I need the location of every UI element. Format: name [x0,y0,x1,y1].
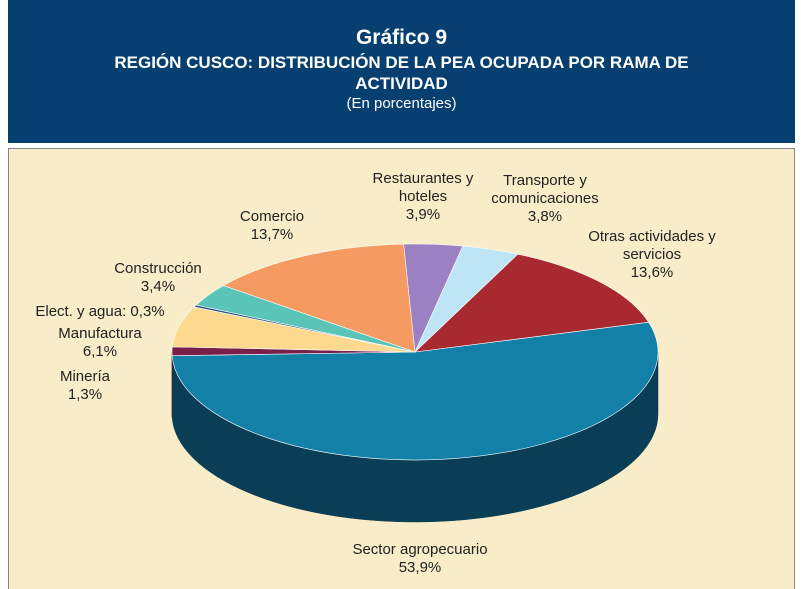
slice [414,253,650,353]
category-label: Manufactura [58,325,142,342]
slice-label: Sector agropecuario 53,9% [295,541,545,577]
category-label: Comercio [239,208,305,225]
category-label: Minería [59,368,111,385]
value-label: 3,4% [140,278,176,295]
value-label: 3,9% [405,206,441,223]
slice [171,321,659,461]
slice-label: Elect. y agua: 0,3% [35,303,164,321]
header: Gráfico 9 REGIÓN CUSCO: DISTRIBUCIÓN DE … [8,0,795,143]
category-label: Restaurantes y hoteles [372,170,474,205]
slice-label: Comercio 13,7% [217,208,327,244]
chart-units: (En porcentajes) [346,95,457,112]
category-label: Otras actividades y servicios [588,228,716,263]
category-label: Elect. y agua: [35,303,127,320]
value-label: 6,1% [82,343,118,360]
chart-subtitle: REGIÓN CUSCO: DISTRIBUCIÓN DE LA PEA OCU… [114,53,689,93]
slice [222,243,416,353]
slice-label: Restaurantes y hoteles 3,9% [368,170,478,224]
slice-label: Otras actividades y servicios 13,6% [567,228,737,282]
slice-label: Transporte y comunicaciones 3,8% [475,172,615,226]
category-label: Construcción [114,260,202,277]
slice-label: Construcción 3,4% [103,260,213,296]
value-label: 1,3% [67,386,103,403]
category-label: Sector agropecuario [352,541,488,558]
value-label: 0,3% [130,303,165,320]
value-label: 13,7% [250,226,294,243]
slice-label: Minería 1,3% [45,368,125,404]
slice-label: Manufactura 6,1% [45,325,155,361]
value-label: 53,9% [398,559,442,576]
category-label: Transporte y comunicaciones [491,172,599,207]
chart-title: Gráfico 9 [355,26,448,49]
value-label: 13,6% [630,264,674,281]
value-label: 3,8% [527,208,563,225]
